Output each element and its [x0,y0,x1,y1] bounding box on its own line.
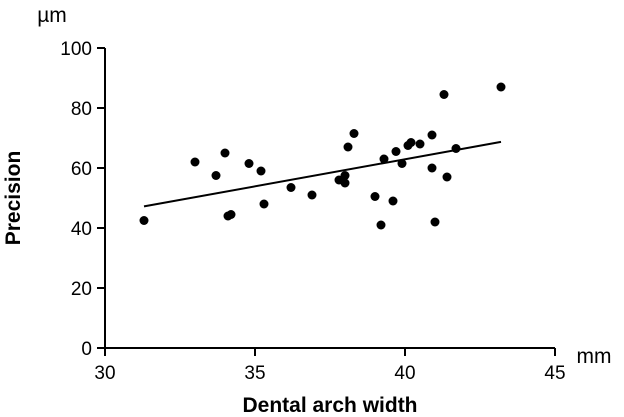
data-point [415,139,425,149]
y-tick-label: 40 [71,219,92,240]
y-axis-title: Precision [2,151,25,246]
data-point [430,217,440,227]
data-points [139,82,506,230]
data-point [190,157,200,167]
data-point [220,148,230,158]
y-tick-label: 100 [60,39,92,60]
x-axis-title: Dental arch width [242,394,417,417]
data-point [496,82,506,92]
y-tick-label: 60 [71,159,92,180]
data-point [340,171,350,180]
y-tick-label: 0 [81,339,92,360]
data-point [349,129,359,138]
trendline-group [143,140,502,208]
data-point [370,192,380,201]
data-point [397,159,407,168]
data-point [307,190,317,200]
y-unit-label: µm [37,4,67,27]
data-point [256,166,266,176]
y-tick-label: 80 [71,99,92,120]
x-tick-label: 30 [94,363,115,384]
data-point [451,144,461,153]
data-point [439,90,449,99]
data-point [340,178,350,188]
data-point [211,171,221,180]
y-ticks: 0 20 40 60 80 100 [60,39,105,360]
data-point [442,172,452,182]
trendline [143,140,502,208]
x-tick-label: 35 [244,363,265,384]
x-unit-label: mm [577,345,612,368]
data-point [406,138,416,147]
data-point [343,142,353,152]
data-point [226,210,236,219]
x-tick-label: 45 [544,363,565,384]
y-tick-label: 20 [71,279,92,300]
data-point [286,183,296,192]
data-point [391,147,401,156]
x-ticks: 30 35 40 45 [94,348,566,384]
data-point [259,199,269,209]
data-point [379,154,389,164]
data-point [427,163,437,173]
axes: 0 20 40 60 80 100 30 35 40 45 [60,39,565,384]
data-point [427,130,437,140]
x-tick-label: 40 [394,363,415,384]
data-point [376,220,386,230]
data-point [388,196,398,206]
data-point [244,159,254,168]
data-point [139,216,149,225]
